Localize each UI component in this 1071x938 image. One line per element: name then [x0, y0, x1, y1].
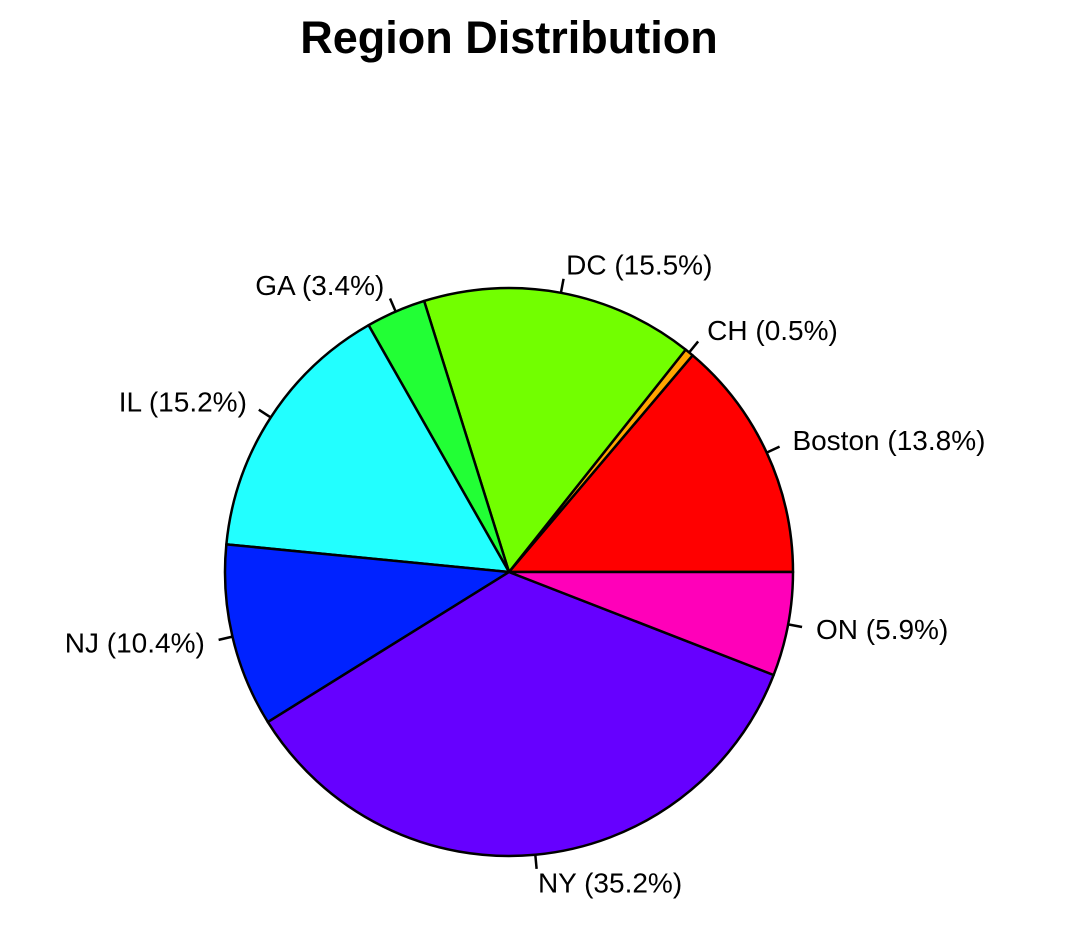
label-ticks — [218, 278, 803, 870]
chart-title: Region Distribution — [300, 12, 718, 63]
slice-label: NJ (10.4%) — [65, 628, 205, 659]
label-tick — [534, 854, 538, 870]
slice-labels: Boston (13.8%) CH (0.5%) DC (15.5%) GA (3.4… — [65, 249, 986, 898]
label-tick — [559, 278, 565, 294]
label-tick — [258, 408, 272, 419]
label-tick — [787, 623, 803, 629]
slice-label: NY (35.2%) — [538, 868, 682, 899]
pie-slice — [225, 323, 511, 574]
slice-label: IL (15.2%) — [119, 386, 247, 417]
pie-slice — [507, 570, 795, 677]
label-tick — [218, 635, 233, 642]
label-tick — [388, 298, 397, 313]
label-tick — [766, 445, 781, 454]
slice-label: Boston (13.8%) — [792, 425, 985, 456]
slice-label: DC (15.5%) — [566, 249, 712, 280]
slice-label: CH (0.5%) — [707, 315, 838, 346]
pie-slice — [266, 570, 775, 858]
pie-slice — [223, 543, 511, 724]
pie-slices — [223, 286, 795, 858]
slice-label: GA (3.4%) — [255, 270, 384, 301]
label-tick — [688, 340, 700, 354]
pie-slice — [422, 286, 687, 574]
slice-label: ON (5.9%) — [816, 614, 948, 645]
